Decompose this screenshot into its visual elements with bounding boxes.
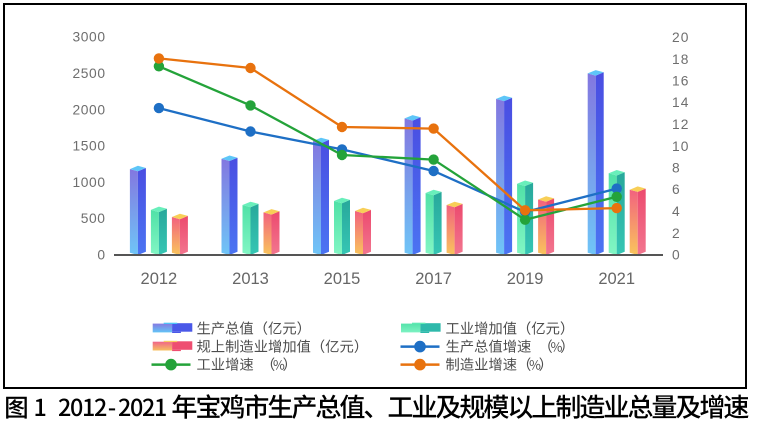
- svg-text:2: 2: [672, 226, 681, 241]
- svg-text:4: 4: [672, 204, 681, 219]
- svg-text:14: 14: [672, 95, 690, 110]
- svg-text:0: 0: [672, 248, 681, 263]
- svg-text:500: 500: [81, 211, 106, 226]
- svg-text:1500: 1500: [73, 139, 106, 154]
- svg-text:2000: 2000: [73, 102, 106, 117]
- svg-text:3000: 3000: [73, 30, 106, 45]
- svg-text:8: 8: [672, 161, 681, 176]
- svg-text:6: 6: [672, 182, 681, 197]
- svg-text:2012: 2012: [141, 270, 178, 288]
- svg-text:2021: 2021: [598, 270, 635, 288]
- svg-text:2019: 2019: [507, 270, 544, 288]
- svg-text:2500: 2500: [73, 66, 106, 81]
- svg-text:16: 16: [672, 74, 690, 89]
- svg-text:2017: 2017: [415, 270, 452, 288]
- svg-text:18: 18: [672, 52, 690, 67]
- svg-text:10: 10: [672, 139, 690, 154]
- svg-text:0: 0: [97, 248, 105, 263]
- svg-text:12: 12: [672, 117, 690, 132]
- svg-text:1000: 1000: [73, 175, 106, 190]
- svg-text:20: 20: [672, 30, 690, 45]
- svg-text:2013: 2013: [232, 270, 269, 288]
- svg-text:2015: 2015: [324, 270, 361, 288]
